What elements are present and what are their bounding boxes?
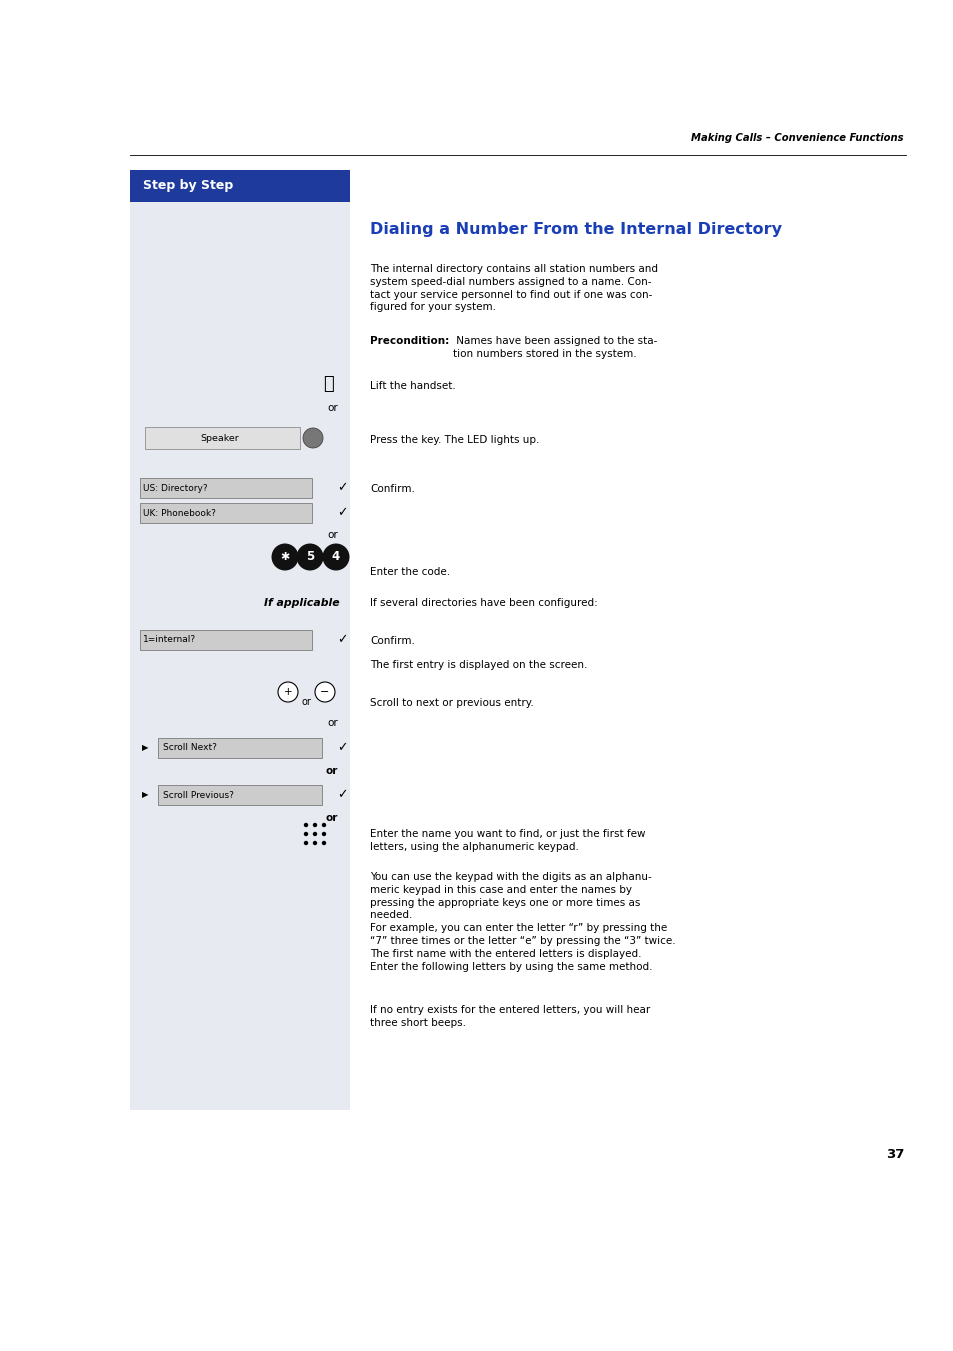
Bar <box>130 170 350 1111</box>
Circle shape <box>303 840 308 846</box>
Text: 5: 5 <box>306 550 314 563</box>
Text: ▶: ▶ <box>142 743 149 753</box>
Text: Scroll Previous?: Scroll Previous? <box>163 790 233 800</box>
Text: or: or <box>325 813 337 823</box>
Text: ⮡: ⮡ <box>322 376 333 393</box>
Text: Enter the name you want to find, or just the first few
letters, using the alphan: Enter the name you want to find, or just… <box>370 830 645 851</box>
Text: If applicable: If applicable <box>264 598 339 608</box>
Text: or: or <box>325 766 337 775</box>
Circle shape <box>303 428 323 449</box>
Text: If several directories have been configured:: If several directories have been configu… <box>370 598 598 608</box>
Circle shape <box>313 840 316 846</box>
Text: You can use the keypad with the digits as an alphanu-
meric keypad in this case : You can use the keypad with the digits a… <box>370 871 675 971</box>
Text: Scroll to next or previous entry.: Scroll to next or previous entry. <box>370 698 533 708</box>
Text: The first entry is displayed on the screen.: The first entry is displayed on the scre… <box>370 661 587 670</box>
Text: or: or <box>327 717 337 728</box>
Bar <box>140 630 312 650</box>
Circle shape <box>313 823 316 827</box>
Text: or: or <box>301 697 311 707</box>
Text: ✓: ✓ <box>336 742 347 754</box>
Text: −: − <box>320 688 330 697</box>
Bar <box>158 785 322 805</box>
Text: ✱: ✱ <box>280 553 290 562</box>
Text: Speaker: Speaker <box>200 434 238 443</box>
Bar <box>145 427 299 449</box>
Text: Dialing a Number From the Internal Directory: Dialing a Number From the Internal Direc… <box>370 222 781 236</box>
Text: ✓: ✓ <box>336 789 347 801</box>
Text: Enter the code.: Enter the code. <box>370 567 450 577</box>
Text: US: Directory?: US: Directory? <box>143 484 208 493</box>
Text: 37: 37 <box>884 1148 903 1161</box>
Circle shape <box>321 823 326 827</box>
Bar <box>140 503 312 523</box>
Text: 4: 4 <box>332 550 340 563</box>
Text: Step by Step: Step by Step <box>143 180 233 192</box>
Circle shape <box>313 832 316 836</box>
Text: If no entry exists for the entered letters, you will hear
three short beeps.: If no entry exists for the entered lette… <box>370 1005 650 1028</box>
Circle shape <box>314 682 335 703</box>
Text: Confirm.: Confirm. <box>370 484 415 494</box>
Text: Lift the handset.: Lift the handset. <box>370 381 456 390</box>
Bar <box>158 738 322 758</box>
Text: ✓: ✓ <box>336 507 347 520</box>
Circle shape <box>321 832 326 836</box>
Text: Making Calls – Convenience Functions: Making Calls – Convenience Functions <box>691 132 903 143</box>
Text: ▶: ▶ <box>142 790 149 800</box>
Bar <box>140 478 312 499</box>
Text: ✓: ✓ <box>336 481 347 494</box>
Text: or: or <box>327 403 337 413</box>
Bar <box>130 170 350 203</box>
Text: Names have been assigned to the sta-
tion numbers stored in the system.: Names have been assigned to the sta- tio… <box>453 336 657 359</box>
Circle shape <box>322 543 349 570</box>
Circle shape <box>296 543 323 570</box>
Text: or: or <box>327 530 337 540</box>
Text: UK: Phonebook?: UK: Phonebook? <box>143 508 215 517</box>
Circle shape <box>272 543 298 570</box>
Text: Press the key. The LED lights up.: Press the key. The LED lights up. <box>370 435 538 444</box>
Text: ✓: ✓ <box>336 634 347 647</box>
Text: Confirm.: Confirm. <box>370 636 415 646</box>
Circle shape <box>277 682 297 703</box>
Text: +: + <box>283 688 292 697</box>
Circle shape <box>321 840 326 846</box>
Text: Scroll Next?: Scroll Next? <box>163 743 216 753</box>
Circle shape <box>303 832 308 836</box>
Text: 1=internal?: 1=internal? <box>143 635 196 644</box>
Text: Precondition:: Precondition: <box>370 336 449 346</box>
Circle shape <box>303 823 308 827</box>
Text: The internal directory contains all station numbers and
system speed-dial number: The internal directory contains all stat… <box>370 263 658 312</box>
